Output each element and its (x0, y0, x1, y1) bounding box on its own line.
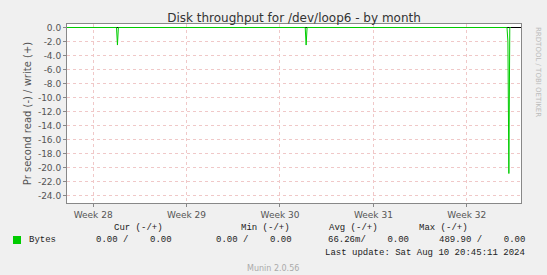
svg-text:Week 30: Week 30 (260, 210, 299, 220)
svg-text:0.00 / 0.00: 0.00 / 0.00 (216, 235, 292, 245)
svg-text:-16.0: -16.0 (38, 135, 62, 145)
svg-text:Week 31: Week 31 (354, 210, 393, 220)
svg-text:-20.0: -20.0 (38, 163, 62, 173)
svg-text:489.90 / 0.00: 489.90 / 0.00 (439, 235, 525, 245)
svg-text:-12.0: -12.0 (38, 107, 62, 117)
svg-text:0.0: 0.0 (47, 23, 62, 33)
svg-text:Week 29: Week 29 (167, 210, 206, 220)
svg-text:-24.0: -24.0 (38, 191, 62, 201)
svg-text:-2.0: -2.0 (44, 37, 62, 47)
svg-text:Bytes: Bytes (29, 235, 56, 245)
svg-text:Week 28: Week 28 (74, 210, 113, 220)
svg-text:Min (-/+): Min (-/+) (241, 223, 290, 233)
svg-text:Last update: Sat Aug 10 20:45:: Last update: Sat Aug 10 20:45:11 2024 (325, 248, 525, 258)
svg-text:-4.0: -4.0 (44, 51, 62, 61)
svg-text:-22.0: -22.0 (38, 177, 62, 187)
svg-text:-10.0: -10.0 (38, 93, 62, 103)
svg-text:Disk throughput for /dev/loop6: Disk throughput for /dev/loop6 - by mont… (167, 11, 421, 25)
svg-text:Cur (-/+): Cur (-/+) (114, 223, 163, 233)
svg-text:Pr second read (-) / write (+): Pr second read (-) / write (+) (22, 42, 33, 185)
svg-text:0.00 / 0.00: 0.00 / 0.00 (96, 235, 172, 245)
svg-text:Munin 2.0.56: Munin 2.0.56 (247, 264, 299, 273)
svg-text:Avg (-/+): Avg (-/+) (329, 223, 378, 233)
svg-text:66.26m/ 0.00: 66.26m/ 0.00 (328, 235, 409, 245)
svg-text:-6.0: -6.0 (44, 65, 62, 75)
svg-text:Week 32: Week 32 (447, 210, 486, 220)
svg-text:RRDTOOL / TOBI OETIKER: RRDTOOL / TOBI OETIKER (534, 27, 542, 117)
svg-text:-14.0: -14.0 (38, 121, 62, 131)
svg-text:Max (-/+): Max (-/+) (419, 223, 468, 233)
svg-text:-18.0: -18.0 (38, 149, 62, 159)
svg-text:-8.0: -8.0 (44, 79, 62, 89)
